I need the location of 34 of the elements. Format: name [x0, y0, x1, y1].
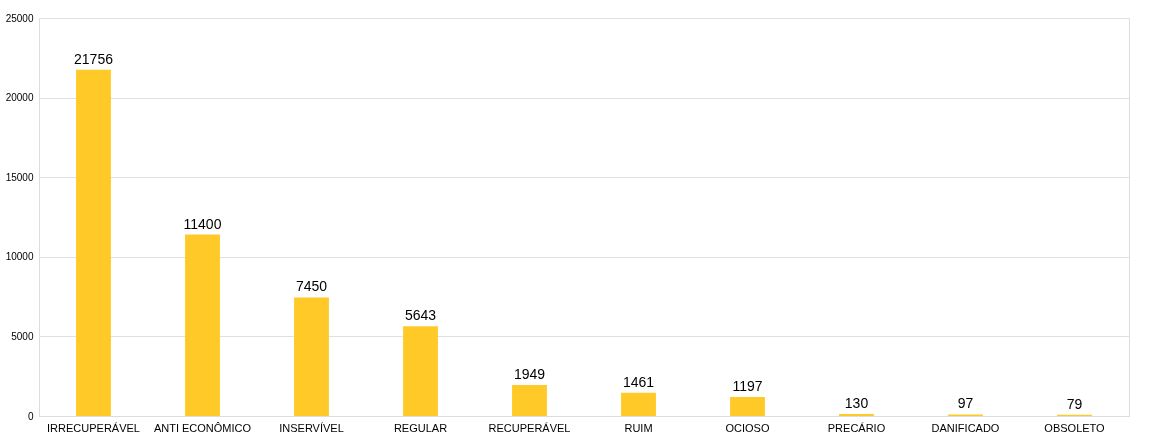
y-tick-label: 0: [27, 410, 34, 422]
y-tick-label: 15000: [5, 171, 34, 183]
data-label: 1461: [622, 373, 655, 390]
x-tick-label: INSERVÍVEL: [279, 421, 344, 434]
data-label: 21756: [74, 50, 114, 67]
data-label: 130: [844, 394, 869, 411]
bar: [839, 413, 874, 416]
data-label: 97: [957, 395, 974, 412]
y-tick-label: 25000: [5, 12, 34, 24]
bar: [403, 326, 438, 416]
x-tick-label: REGULAR: [393, 421, 448, 434]
bar: [730, 396, 765, 416]
bar: [185, 234, 220, 416]
data-label: 1197: [732, 377, 763, 394]
bar: [512, 384, 547, 416]
data-label: 1949: [513, 365, 546, 382]
x-tick-label: OBSOLETO: [1044, 421, 1106, 434]
x-tick-label: OCIOSO: [725, 421, 770, 434]
data-label: 5643: [404, 307, 437, 324]
data-label: 79: [1066, 395, 1083, 412]
data-label: 11400: [183, 215, 222, 232]
y-tick-label: 10000: [5, 251, 34, 263]
x-tick-label: RUIM: [624, 421, 653, 434]
x-tick-label: DANIFICADO: [931, 421, 1000, 434]
bar: [294, 297, 329, 416]
x-tick-label: PRECÁRIO: [827, 421, 886, 434]
x-tick-label: IRRECUPERÁVEL: [47, 421, 140, 434]
x-tick-label: ANTI ECONÔMICO: [153, 421, 252, 434]
y-tick-label: 20000: [5, 92, 34, 104]
data-label: 7450: [295, 278, 328, 295]
y-tick-label: 5000: [11, 330, 34, 342]
bar: [621, 392, 656, 416]
bar: [76, 69, 111, 416]
x-tick-label: RECUPERÁVEL: [488, 421, 571, 434]
